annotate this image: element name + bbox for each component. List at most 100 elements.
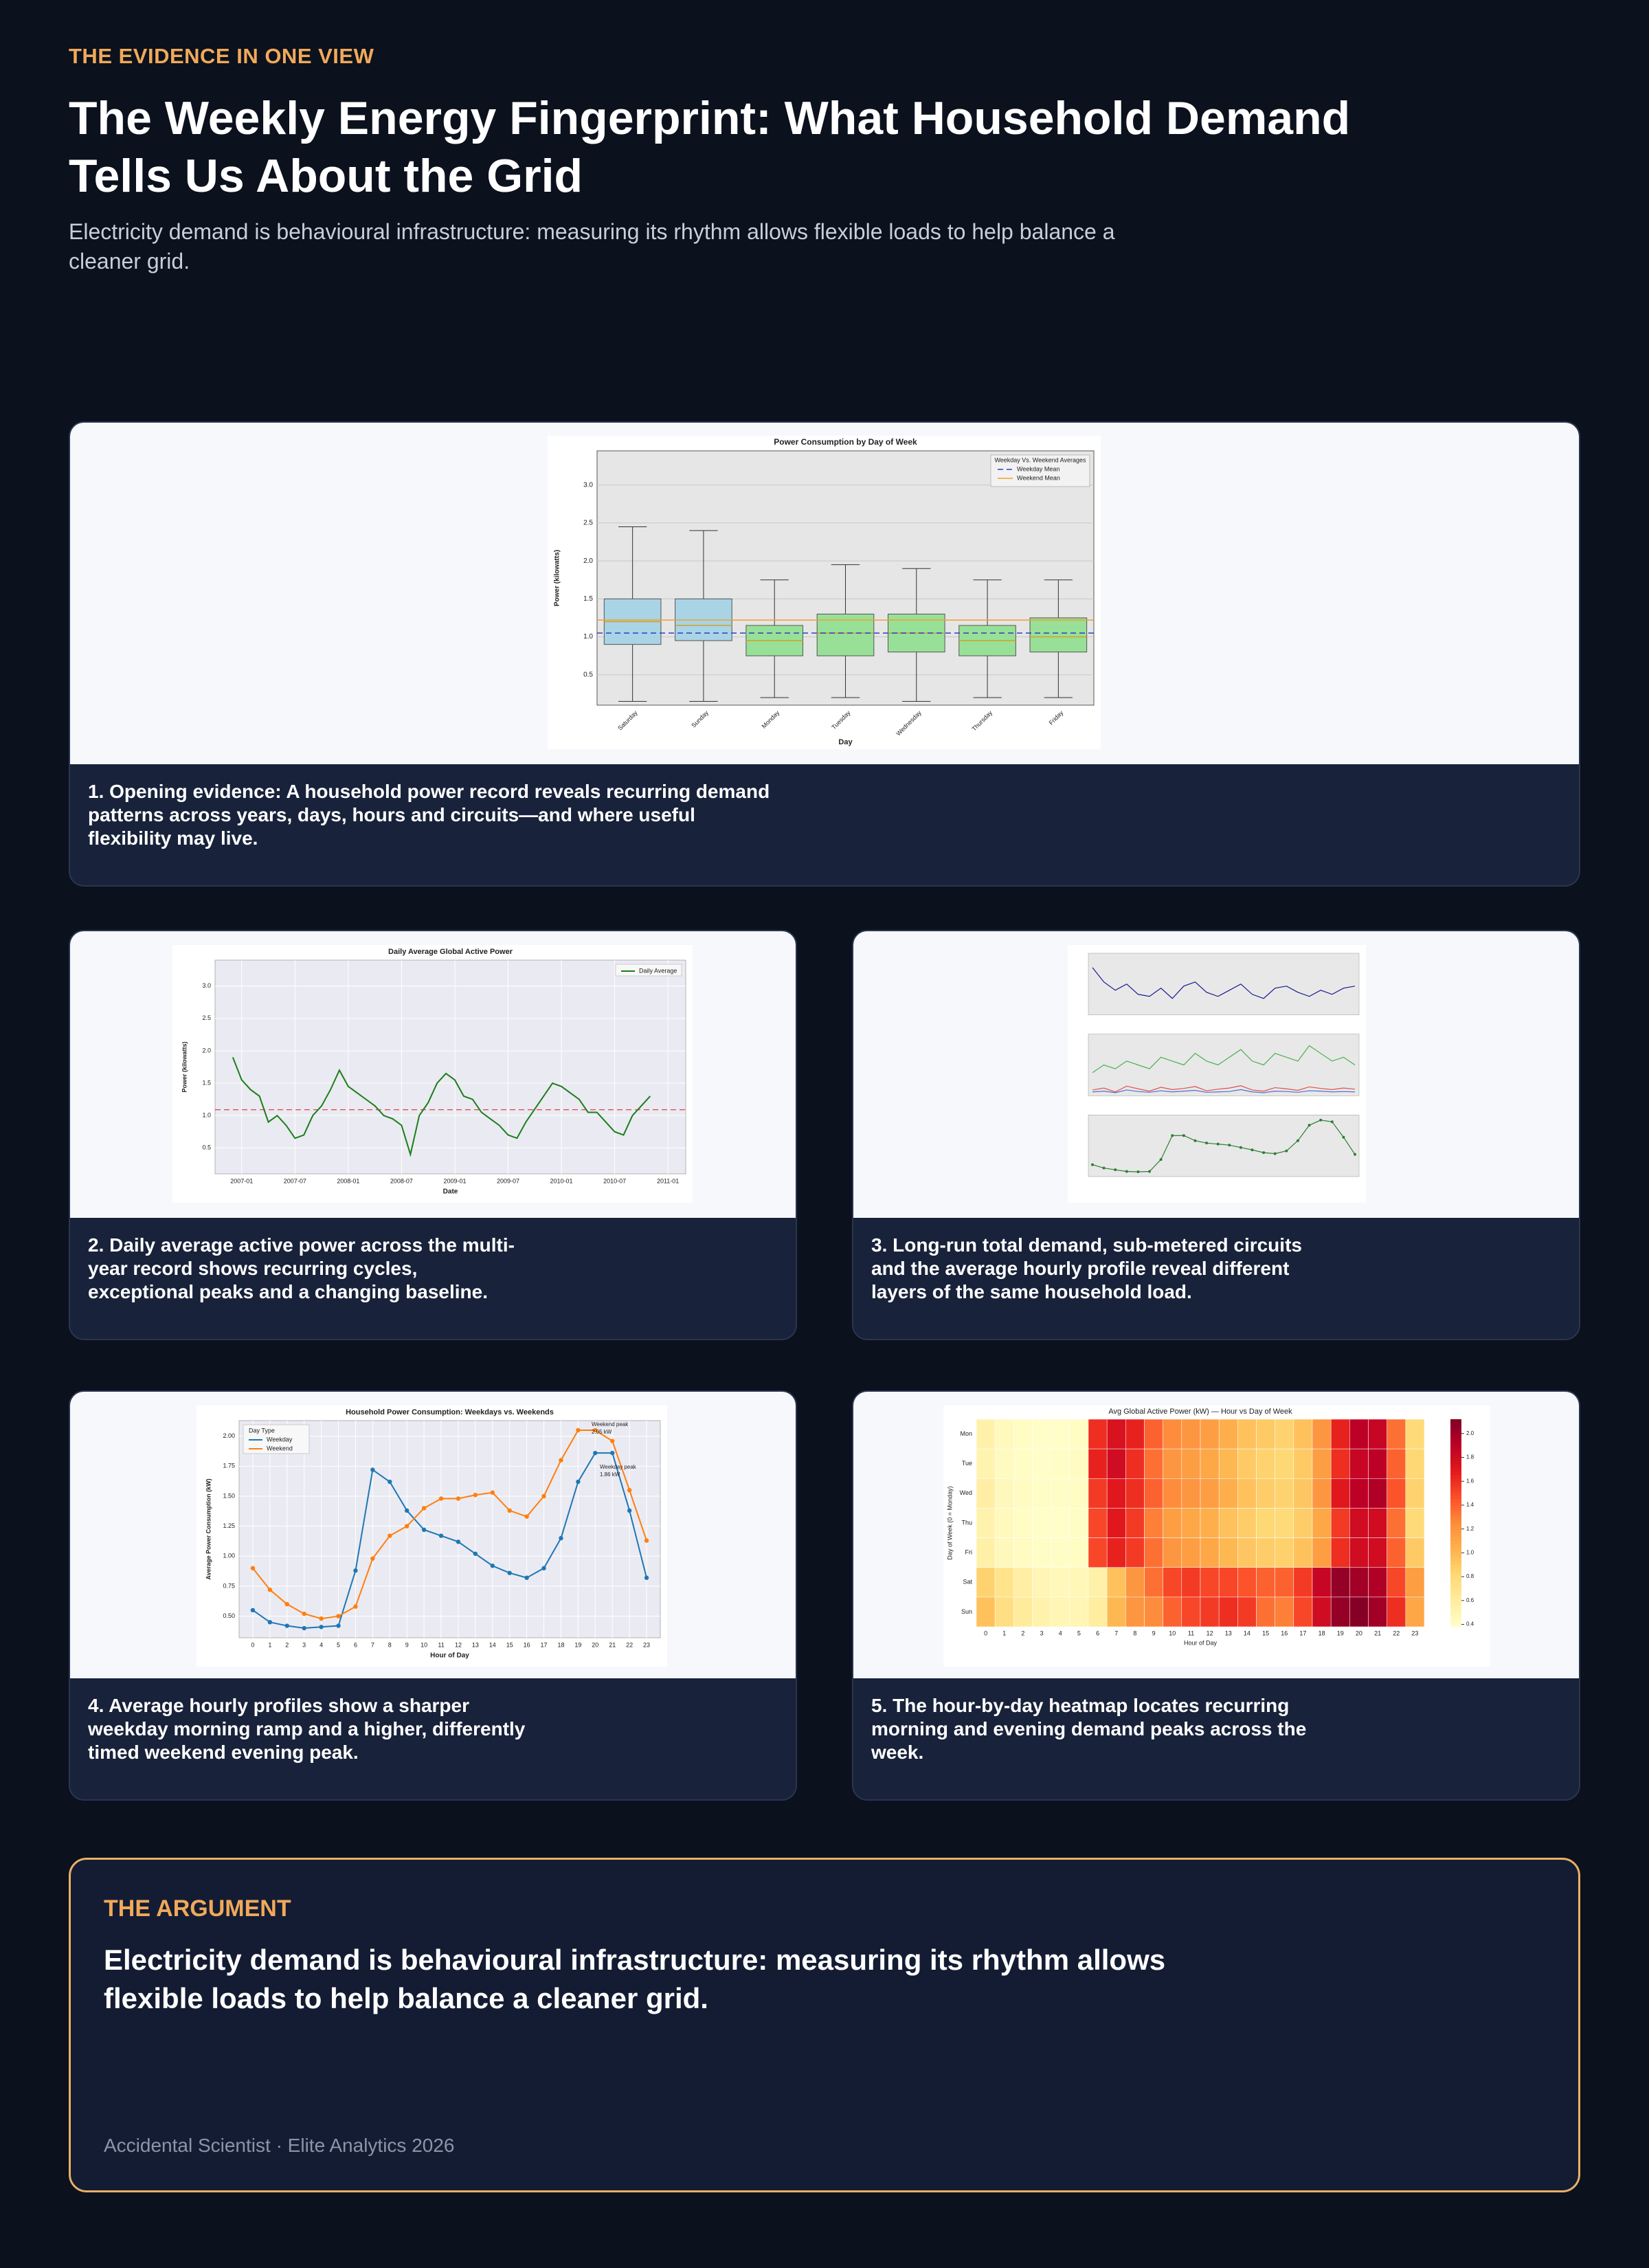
point [1171,1134,1174,1137]
heat-cell [994,1567,1014,1598]
x-tick-label: 11 [1188,1630,1194,1636]
heat-cell [1032,1537,1051,1568]
x-tick-label: 9 [405,1641,409,1648]
colorbar-step [1450,1491,1461,1496]
y-tick-label: 2.00 [223,1432,235,1439]
point [576,1427,581,1433]
heat-cell [1312,1597,1332,1627]
heat-cell [1218,1448,1238,1479]
point [1239,1146,1242,1149]
x-tick-label: 11 [438,1641,444,1648]
point [1159,1158,1163,1161]
x-tick-label: 14 [489,1641,496,1648]
legend-title: Day Type [249,1427,275,1434]
x-tick-label: 20 [1356,1630,1362,1636]
point [267,1587,273,1592]
colorbar-step [1450,1509,1461,1513]
heat-cell [976,1508,996,1538]
colorbar-label: 1.8 [1466,1454,1474,1460]
series-line [1092,967,1356,999]
point [370,1467,375,1472]
heat-cell [1069,1567,1089,1598]
y-tick-label: 1.50 [223,1492,235,1499]
annotation: 1.86 kW [600,1471,620,1478]
heat-cell [1218,1508,1238,1538]
x-tick-label: 18 [557,1641,564,1648]
figure: Household Power Consumption: Weekdays vs… [197,1405,667,1667]
point [1250,1148,1254,1152]
heat-cell [1181,1478,1201,1509]
colorbar-step [1450,1447,1461,1451]
heat-cell [1181,1419,1201,1449]
y-tick-label: Wed [960,1489,972,1496]
x-tick-label: Friday [1048,709,1065,726]
heat-cell [1275,1508,1294,1538]
point [576,1479,581,1485]
point [284,1623,289,1628]
legend-box [990,454,1090,487]
colorbar-step [1450,1498,1461,1503]
point [1148,1170,1152,1173]
heat-cell [1237,1567,1257,1598]
x-tick-label: 13 [1225,1630,1232,1636]
heat-cell [1387,1478,1406,1509]
heat-cell [1330,1419,1350,1449]
point [559,1458,563,1463]
colorbar-step [1450,1557,1461,1561]
evidence-card: Daily Average Global Active Power 0.5 1.0 1… [69,930,797,1340]
heat-cell [1181,1508,1201,1538]
point [593,1450,598,1456]
x-tick-label: 2 [285,1641,289,1648]
figure: Daily Average Global Active Power 0.5 1.0 1… [172,945,693,1203]
colorbar-step [1450,1440,1461,1444]
point [456,1496,461,1501]
point [1342,1135,1345,1139]
argument-text: Electricity demand is behavioural infras… [104,1944,1166,2014]
x-tick-label: 2008-01 [337,1177,359,1184]
y-tick-label: Sun [961,1608,972,1615]
chart-title: Power Consumption by Day of Week [774,437,917,447]
heat-cell [1163,1537,1182,1568]
x-tick-label: 2007-07 [284,1177,306,1184]
legend-label: Weekday Mean [1017,465,1059,472]
heat-cell [1275,1419,1294,1449]
point [302,1625,306,1631]
point [250,1608,256,1613]
y-tick-label: 1.0 [583,633,593,641]
figure-area: Power Consumption by Day of Week 0.5 1.0 1.… [70,423,1579,764]
point [388,1533,392,1538]
colorbar-step [1450,1430,1461,1434]
colorbar-step [1450,1519,1461,1524]
x-tick-label: Tuesday [830,709,852,731]
box [816,613,875,656]
x-tick-label: Wednesday [895,709,923,737]
heat-cell [1237,1478,1257,1509]
point [438,1496,444,1501]
heat-cell [1368,1448,1387,1479]
point [353,1604,358,1609]
colorbar-step [1450,1454,1461,1458]
heat-cell [1069,1508,1089,1538]
point [627,1488,632,1493]
heat-cell [1069,1448,1089,1479]
heat-cell [1237,1419,1257,1449]
y-tick-label: 2.5 [583,520,593,527]
y-tick-label: 3.0 [202,982,211,989]
y-tick-label: 2.5 [202,1014,211,1021]
argument-label: THE ARGUMENT [104,1895,291,1922]
point [1330,1120,1334,1124]
x-tick-label: 19 [574,1641,581,1648]
point [250,1566,256,1570]
point [507,1570,512,1575]
point [541,1493,546,1499]
heat-cell [1387,1448,1406,1479]
heat-cell [1163,1508,1182,1538]
legend-label: Weekend Mean [1017,474,1060,481]
heat-cell [1106,1448,1126,1479]
heat-cell [1368,1419,1387,1449]
colorbar-label: 0.6 [1466,1597,1474,1603]
x-tick-label: 1 [268,1641,271,1648]
heat-cell [1181,1567,1201,1598]
point [319,1616,324,1621]
heat-cell [1051,1448,1070,1479]
